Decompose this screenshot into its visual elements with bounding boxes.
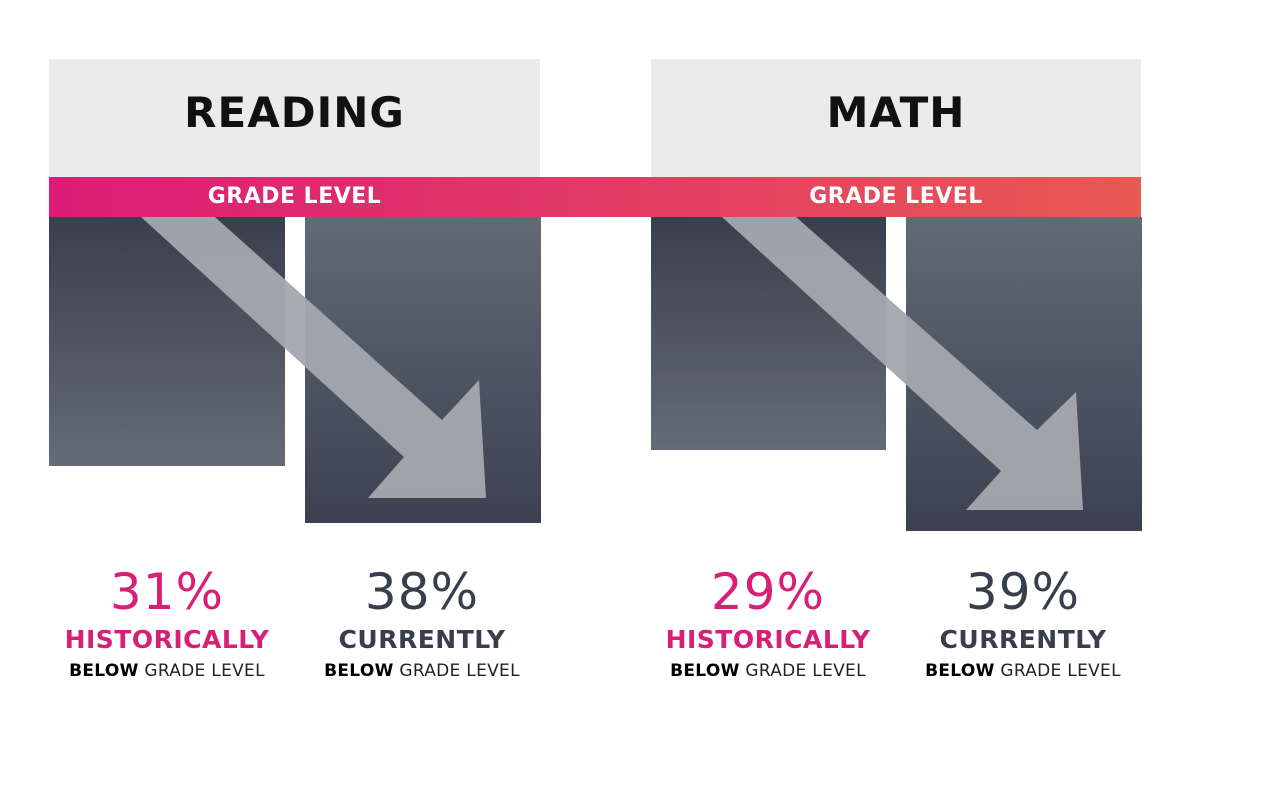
- reading-title: READING: [184, 87, 405, 137]
- reading-historical-subtitle: BELOW GRADE LEVEL: [69, 661, 265, 681]
- math-historical-bar: [651, 217, 886, 450]
- math-historical-stat: 29% HISTORICALLY BELOW GRADE LEVEL: [648, 560, 888, 686]
- math-current-label: CURRENTLY: [939, 625, 1107, 654]
- math-historical-subtitle: BELOW GRADE LEVEL: [670, 661, 866, 681]
- math-current-bar: [906, 217, 1142, 531]
- reading-current-bar: [305, 217, 541, 523]
- reading-grade-level-label: GRADE LEVEL: [207, 184, 382, 209]
- reading-header: READING: [49, 59, 540, 177]
- reading-current-value: 38%: [364, 563, 480, 621]
- reading-current-stat: 38% CURRENTLY BELOW GRADE LEVEL: [302, 560, 542, 686]
- reading-historical-bar: [49, 217, 285, 466]
- math-historical-label: HISTORICALLY: [665, 625, 871, 654]
- reading-historical-value: 31%: [109, 563, 225, 621]
- grade-level-band: GRADE LEVEL GRADE LEVEL: [49, 177, 1141, 217]
- reading-historical-label: HISTORICALLY: [64, 625, 270, 654]
- math-current-value: 39%: [965, 563, 1081, 621]
- math-current-subtitle: BELOW GRADE LEVEL: [925, 661, 1121, 681]
- math-current-stat: 39% CURRENTLY BELOW GRADE LEVEL: [903, 560, 1143, 686]
- math-grade-level-label: GRADE LEVEL: [809, 184, 983, 209]
- math-header: MATH: [651, 59, 1141, 177]
- math-historical-value: 29%: [710, 563, 826, 621]
- reading-current-label: CURRENTLY: [338, 625, 506, 654]
- reading-historical-stat: 31% HISTORICALLY BELOW GRADE LEVEL: [47, 560, 287, 686]
- reading-current-subtitle: BELOW GRADE LEVEL: [324, 661, 520, 681]
- math-title: MATH: [826, 87, 966, 137]
